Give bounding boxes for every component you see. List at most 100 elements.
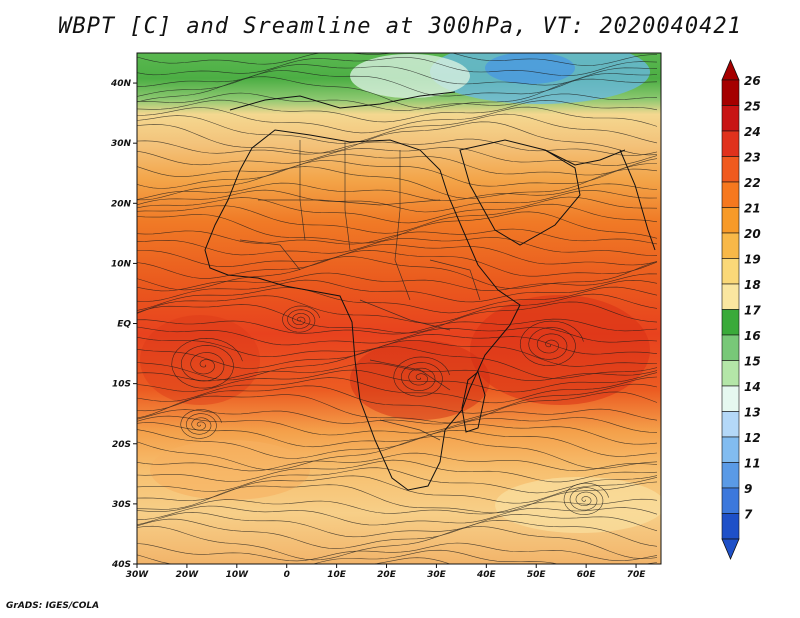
colorbar-label: 19 <box>744 253 761 267</box>
colorbar-label: 24 <box>744 125 761 139</box>
colorbar-swatch <box>721 385 740 412</box>
lon-tick-label: 50E <box>527 570 547 580</box>
colorbar-swatch <box>721 360 740 387</box>
colorbar-swatch <box>721 156 740 183</box>
footer-credit: GrADS: IGES/COLA <box>6 601 100 611</box>
colorbar-label: 18 <box>744 278 761 292</box>
streamline <box>137 160 657 189</box>
lon-tick-label: 10E <box>327 570 347 580</box>
streamline <box>137 244 658 268</box>
streamline <box>137 369 658 393</box>
madagascar-coastline <box>461 371 486 433</box>
streamline <box>137 211 658 244</box>
colorbar-label: 25 <box>744 100 761 114</box>
streamline <box>137 467 658 494</box>
streamline <box>137 121 658 156</box>
map-plot-area <box>137 53 661 564</box>
colorbar-label: 7 <box>744 508 753 522</box>
streamline <box>137 334 658 358</box>
streamline <box>137 182 658 202</box>
streamline <box>137 138 658 156</box>
mediterranean-coast <box>229 91 456 111</box>
lon-tick-label: 20W <box>176 570 200 580</box>
country-borders <box>239 140 481 441</box>
streamline <box>137 475 658 504</box>
streamline <box>137 422 658 448</box>
warm-core-east <box>470 295 650 405</box>
streamline <box>137 53 658 66</box>
streamline <box>137 376 658 404</box>
vortex-spiral <box>171 337 243 389</box>
lat-tick-label: 10S <box>112 380 131 390</box>
colorbar: 26 25 24 23 22 21 20 19 18 17 16 15 14 13 12 11 9 7 <box>721 58 761 561</box>
lon-tick-label: 70E <box>627 570 647 580</box>
cool-zone-north-core <box>485 53 575 84</box>
africa-coastline <box>204 129 521 491</box>
arabia-coastline <box>459 139 581 246</box>
colorbar-swatch <box>721 207 740 234</box>
vortex-spiral <box>393 356 450 397</box>
lon-axis: 30W 20W 10W 0 10E 20E 30E 40E 50E 60E 70E <box>126 564 646 580</box>
streamline <box>137 154 658 177</box>
colorbar-label: 20 <box>744 227 761 241</box>
vortices <box>171 305 609 515</box>
streamline <box>137 318 658 335</box>
streamline <box>137 250 658 279</box>
lon-tick-label: 40E <box>476 570 497 580</box>
moist-zone-north-center <box>350 54 470 98</box>
colorbar-swatch <box>721 487 740 514</box>
streamline <box>137 286 658 314</box>
streamline <box>137 189 658 213</box>
colorbar-label: 21 <box>744 202 761 216</box>
streamline <box>137 512 658 538</box>
lat-axis: 40N 30N 20N 10N EQ 10S 20S 30S 40S <box>110 79 137 570</box>
lat-tick-label: 10N <box>111 259 132 269</box>
colorbar-swatch <box>721 309 740 336</box>
streamline <box>370 557 452 564</box>
colorbar-label: 15 <box>744 355 761 369</box>
colorbar-label: 12 <box>744 431 761 445</box>
colorbar-swatch <box>721 105 740 132</box>
streamline <box>137 452 658 472</box>
lon-tick-label: 60E <box>577 570 597 580</box>
streamline <box>137 362 658 382</box>
colorbar-swatch <box>721 411 740 438</box>
streamline <box>137 383 658 414</box>
colorbar-label: 9 <box>744 482 752 496</box>
streamline <box>137 549 658 564</box>
chart-title: WBPT [C] and Sreamline at 300hPa, VT: 20… <box>58 14 742 39</box>
vortex-spiral <box>563 482 609 515</box>
streamline <box>137 113 658 144</box>
colorbar-label: 14 <box>744 380 761 394</box>
streamline <box>137 57 658 77</box>
colorbar-swatch <box>721 283 740 310</box>
streamline <box>137 64 658 87</box>
colorbar-label: 22 <box>744 176 761 190</box>
lon-tick-label: 10W <box>226 570 250 580</box>
streamline <box>137 459 658 483</box>
lon-tick-label: 20E <box>377 570 397 580</box>
streamline <box>137 391 658 424</box>
streamline <box>137 106 658 134</box>
coastlines <box>204 91 656 491</box>
streamline <box>137 92 658 112</box>
streamline <box>137 525 658 561</box>
streamline <box>137 279 658 303</box>
lat-tick-label: 30S <box>112 500 131 510</box>
streamline <box>137 99 658 123</box>
colorbar-label: 16 <box>744 329 761 343</box>
lon-tick-label: 30W <box>126 570 150 580</box>
streamline <box>137 293 658 324</box>
streamline <box>137 228 658 245</box>
streamline <box>137 76 658 109</box>
colorbar-bottom-arrow <box>721 538 740 561</box>
streamline <box>137 415 658 436</box>
india-coastline <box>619 149 656 251</box>
streamline <box>137 196 658 224</box>
colorbar-swatch <box>721 232 740 259</box>
streamline <box>137 408 658 425</box>
lat-tick-label: EQ <box>117 320 131 330</box>
colorbar-swatch <box>721 181 740 208</box>
colorbar-label: 11 <box>744 457 761 471</box>
colorbar-swatch <box>721 334 740 361</box>
